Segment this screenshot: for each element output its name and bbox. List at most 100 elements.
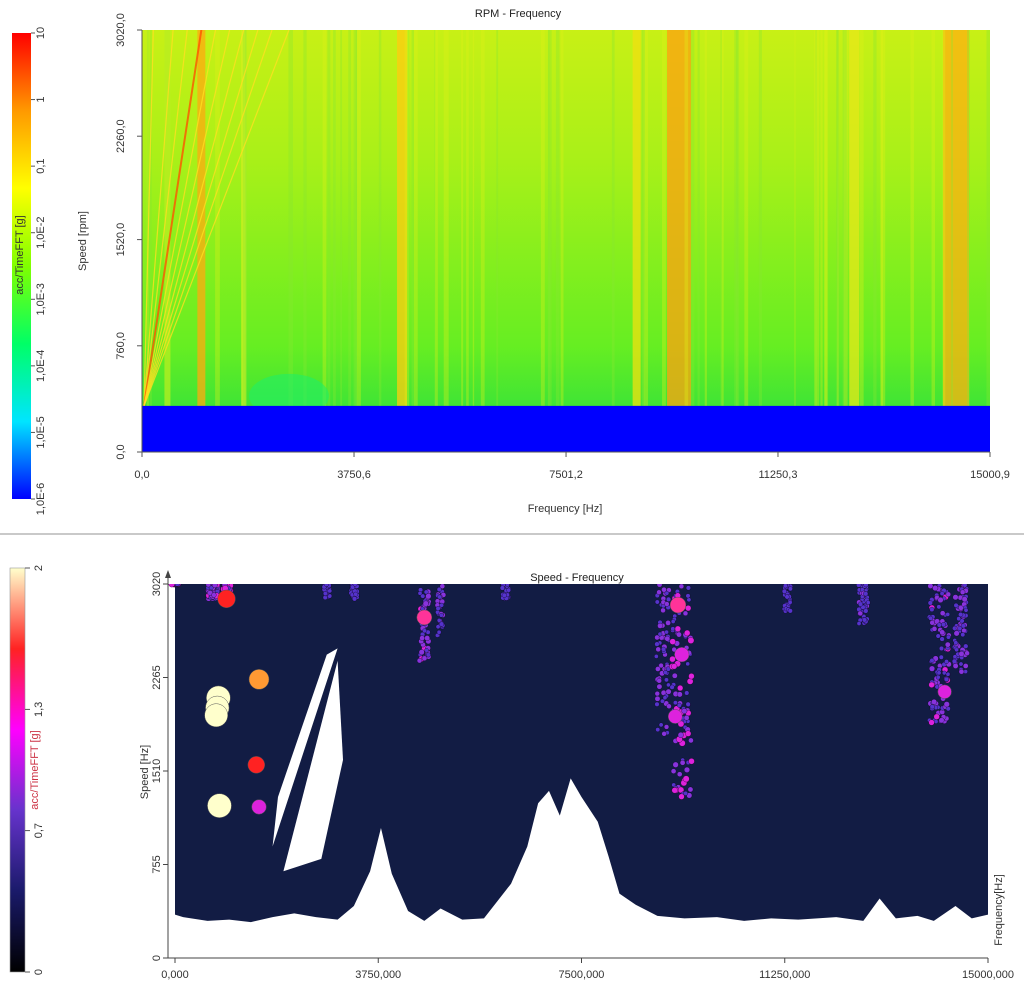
heatmap-streak (880, 30, 884, 406)
heatmap-streak (322, 30, 327, 406)
scatter-point (672, 761, 679, 768)
scatter-point (655, 727, 661, 732)
scatter-point (664, 677, 669, 683)
scatter-point (683, 715, 690, 721)
scatter-point (439, 584, 445, 589)
heatmap-order-line (143, 30, 290, 407)
scatter-y-ticks: 0 755 1510 2265 3020 (151, 572, 168, 961)
y-tick-label: 2260,0 (115, 119, 127, 153)
heatmap-streak (333, 30, 336, 406)
scatter-point (417, 591, 423, 596)
scatter-point (684, 629, 691, 637)
scatter-point (684, 690, 690, 696)
scatter-point (685, 605, 692, 612)
scatter-point (212, 584, 218, 588)
scatter-point (954, 647, 959, 653)
scatter-point (685, 593, 691, 599)
heatmap-streak (704, 30, 707, 406)
heatmap-streak (910, 30, 914, 406)
scatter-highlight-point (937, 684, 952, 699)
heatmap-order-line (143, 30, 154, 406)
scatter-point (936, 670, 942, 676)
heatmap-bands (146, 30, 990, 418)
scatter-point (687, 637, 695, 644)
heatmap-title: RPM - Frequency (475, 8, 562, 20)
scatter-point (960, 632, 966, 638)
colorbar-1-label: acc/TimeFFT [g] (14, 215, 26, 294)
scatter-point (420, 593, 426, 599)
scatter-point (958, 661, 964, 667)
heatmap-streak (356, 30, 361, 406)
y-tick-label: 1520,0 (115, 223, 127, 257)
scatter-point (436, 630, 442, 635)
heatmap-streak (407, 30, 410, 406)
scatter-point (952, 594, 959, 601)
scatter-point (669, 638, 676, 645)
y-tick-label: 3020,0 (115, 13, 127, 47)
scatter-point (664, 629, 669, 635)
heatmap-order-line (143, 30, 259, 407)
heatmap-streak (472, 30, 475, 406)
scatter-point (671, 672, 678, 679)
heatmap-streak (413, 30, 418, 406)
colorbar-1-tick-label: 1 (35, 97, 47, 103)
heatmap-streak (684, 30, 689, 406)
heatmap-resonance-band (667, 30, 692, 406)
scatter-point (663, 724, 670, 730)
scatter-point (425, 652, 431, 658)
heatmap-streak (758, 30, 762, 406)
scatter-point (657, 622, 663, 629)
heatmap-order-line (143, 30, 174, 406)
scatter-point (929, 704, 935, 710)
heatmap-order-line (143, 30, 245, 407)
heatmap-panel: RPM - Frequency 1,0E-6 1,0E-5 1,0E-4 1,0E-3… (12, 8, 1010, 515)
scatter-point (664, 590, 670, 596)
scatter-point (962, 663, 969, 669)
scatter-point (688, 758, 695, 765)
colorbar-2-label: acc/TimeFFT [g] (29, 730, 41, 809)
colorbar-2-tick-label: 1,3 (33, 702, 45, 717)
scatter-point (421, 655, 428, 661)
scatter-point (939, 591, 945, 596)
scatter-x-axis-label: Frequency[Hz] (993, 874, 1005, 946)
scatter-highlight-point (247, 756, 265, 774)
colorbar-1 (12, 33, 31, 499)
heatmap-streak (814, 30, 820, 406)
scatter-x-ticks: 0,000 3750,000 7500,000 11250,000 15000,000 (161, 958, 1014, 981)
scatter-point (666, 596, 672, 602)
scatter-point (945, 612, 950, 617)
scatter-point (958, 612, 964, 618)
heatmap-streak (794, 30, 796, 406)
heatmap-streak (303, 30, 307, 406)
scatter-point (929, 620, 935, 626)
scatter-point (927, 600, 933, 606)
scatter-highlight-point (251, 799, 267, 815)
scatter-point (676, 691, 683, 698)
heatmap-streak (880, 30, 886, 406)
colorbar-1-tick-label: 1,0E-5 (35, 416, 47, 448)
scatter-point (936, 622, 942, 628)
scatter-point (678, 793, 685, 800)
scatter-point (931, 626, 938, 632)
scatter-point (660, 607, 666, 613)
scatter-point (664, 601, 670, 607)
scatter-point (661, 731, 667, 737)
scatter-point (944, 641, 951, 648)
scatter-point (671, 787, 678, 794)
scatter-y-axis-label: Speed [Hz] (139, 745, 151, 799)
heatmap-streak (540, 30, 545, 406)
scatter-title: Speed - Frequency (530, 572, 624, 584)
scatter-point (208, 585, 214, 591)
scatter-point (686, 678, 694, 685)
x-tick-label: 7500,000 (559, 969, 605, 981)
heatmap-order-lines (143, 30, 290, 407)
scatter-point (174, 584, 180, 587)
scatter-highlight-point (667, 709, 683, 724)
heatmap-streak (348, 30, 352, 406)
scatter-point (941, 622, 946, 628)
colorbar-2-ticks: 0 0,7 1,3 2 (25, 565, 45, 975)
scatter-point (327, 588, 333, 594)
y-tick-label: 0,0 (115, 444, 127, 459)
heatmap-streak (355, 30, 358, 406)
heatmap-streak (245, 30, 247, 406)
